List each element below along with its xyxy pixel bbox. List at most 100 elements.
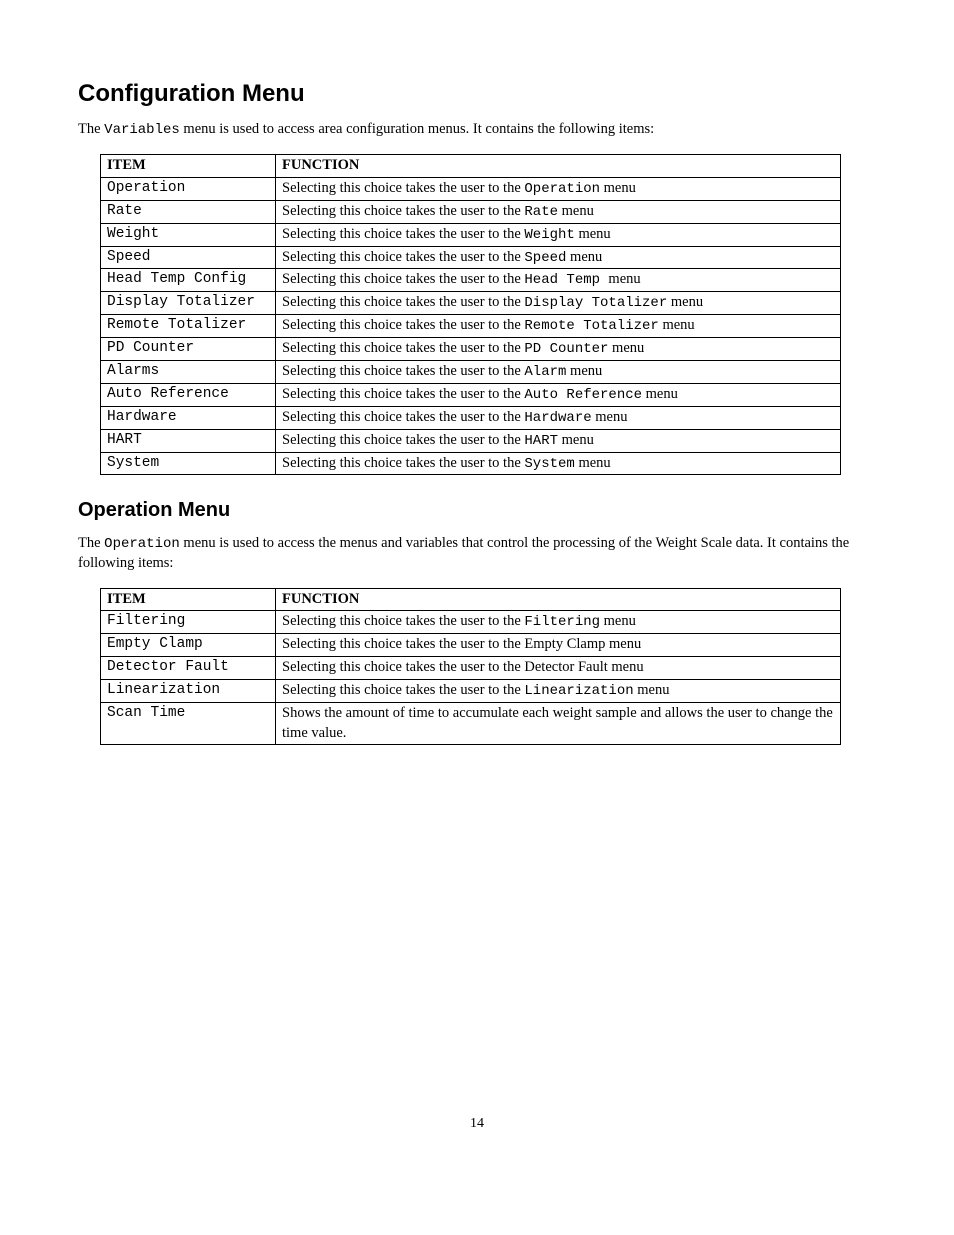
fn-text: menu <box>566 249 602 265</box>
col-item: ITEM <box>101 588 276 611</box>
item-cell: Filtering <box>101 611 276 634</box>
fn-mono: Auto Reference <box>524 387 642 403</box>
fn-mono: Rate <box>524 204 558 220</box>
configuration-menu-heading: Configuration Menu <box>78 78 876 110</box>
fn-text: Selecting this choice takes the user to … <box>282 180 524 196</box>
fn-text: Selecting this choice takes the user to … <box>282 317 524 333</box>
function-cell: Selecting this choice takes the user to … <box>276 383 841 406</box>
fn-text: Selecting this choice takes the user to … <box>282 203 524 219</box>
table-row: Remote TotalizerSelecting this choice ta… <box>101 315 841 338</box>
fn-mono: PD Counter <box>524 341 608 357</box>
fn-text: menu <box>659 317 695 333</box>
fn-text: Selecting this choice takes the user to … <box>282 294 524 310</box>
fn-text: menu <box>558 203 594 219</box>
fn-text: Selecting this choice takes the user to … <box>282 659 644 675</box>
table-row: Speed Selecting this choice takes the use… <box>101 246 841 269</box>
operation-menu-heading: Operation Menu <box>78 497 876 524</box>
table-row: Scan TimeShows the amount of time to acc… <box>101 703 841 745</box>
item-cell: Rate <box>101 200 276 223</box>
fn-text: Selecting this choice takes the user to … <box>282 226 524 242</box>
function-cell: Selecting this choice takes the user to … <box>276 246 841 269</box>
item-cell: HART <box>101 429 276 452</box>
function-cell: Selecting this choice takes the user to … <box>276 177 841 200</box>
item-cell: PD Counter <box>101 338 276 361</box>
table-header-row: ITEM FUNCTION <box>101 155 841 178</box>
fn-text: Selecting this choice takes the user to … <box>282 636 641 652</box>
operation-menu-table: ITEM FUNCTION FilteringSelecting this ch… <box>100 588 841 746</box>
fn-text: menu <box>575 455 611 471</box>
function-cell: Selecting this choice takes the user to … <box>276 680 841 703</box>
table-row: FilteringSelecting this choice takes the… <box>101 611 841 634</box>
fn-text: Selecting this choice takes the user to … <box>282 249 524 265</box>
col-function: FUNCTION <box>276 588 841 611</box>
table-row: LinearizationSelecting this choice takes… <box>101 680 841 703</box>
fn-text: menu <box>608 271 640 287</box>
fn-text: menu <box>642 386 678 402</box>
function-cell: Selecting this choice takes the user to … <box>276 406 841 429</box>
fn-text: Selecting this choice takes the user to … <box>282 340 524 356</box>
table-row: Head Temp Config Selecting this choice ta… <box>101 269 841 292</box>
item-cell: Head Temp Config <box>101 269 276 292</box>
col-item: ITEM <box>101 155 276 178</box>
fn-text: menu <box>558 432 594 448</box>
table-row: WeightSelecting this choice takes the us… <box>101 223 841 246</box>
table-row: OperationSelecting this choice takes the… <box>101 177 841 200</box>
table-row: PD CounterSelecting this choice takes th… <box>101 338 841 361</box>
table-row: HARTSelecting this choice takes the user… <box>101 429 841 452</box>
function-cell: Selecting this choice takes the user to … <box>276 292 841 315</box>
function-cell: Selecting this choice takes the user to … <box>276 223 841 246</box>
function-cell: Selecting this choice takes the user to … <box>276 657 841 680</box>
function-cell: Selecting this choice takes the user to … <box>276 360 841 383</box>
item-cell: Speed <box>101 246 276 269</box>
function-cell: Selecting this choice takes the user to … <box>276 452 841 475</box>
table-header-row: ITEM FUNCTION <box>101 588 841 611</box>
fn-mono: Remote Totalizer <box>524 318 658 334</box>
intro-mono: Operation <box>104 536 180 552</box>
item-cell: Weight <box>101 223 276 246</box>
item-cell: Hardware <box>101 406 276 429</box>
item-cell: System <box>101 452 276 475</box>
fn-text: Selecting this choice takes the user to … <box>282 271 524 287</box>
fn-text: menu <box>600 180 636 196</box>
fn-mono: HART <box>524 433 558 449</box>
intro-mono: Variables <box>104 122 180 138</box>
operation-menu-intro: The Operation menu is used to access the… <box>78 534 876 573</box>
function-cell: Selecting this choice takes the user to … <box>276 200 841 223</box>
table-row: Display TotalizerSelecting this choice t… <box>101 292 841 315</box>
item-cell: Alarms <box>101 360 276 383</box>
fn-mono: Operation <box>524 181 600 197</box>
intro-text: The <box>78 535 104 551</box>
table-row: AlarmsSelecting this choice takes the us… <box>101 360 841 383</box>
function-cell: Selecting this choice takes the user to … <box>276 338 841 361</box>
function-cell: Shows the amount of time to accumulate e… <box>276 703 841 745</box>
fn-text: menu <box>600 613 636 629</box>
item-cell: Empty Clamp <box>101 634 276 657</box>
fn-text: Shows the amount of time to accumulate e… <box>282 705 833 741</box>
item-cell: Scan Time <box>101 703 276 745</box>
intro-text: The <box>78 121 104 137</box>
function-cell: Selecting this choice takes the user to … <box>276 634 841 657</box>
item-cell: Detector Fault <box>101 657 276 680</box>
table-row: RateSelecting this choice takes the user… <box>101 200 841 223</box>
fn-text: Selecting this choice takes the user to … <box>282 455 524 471</box>
function-cell: Selecting this choice takes the user to … <box>276 611 841 634</box>
fn-mono: Alarm <box>524 364 566 380</box>
fn-mono: Hardware <box>524 410 591 426</box>
item-cell: Operation <box>101 177 276 200</box>
fn-text: menu <box>566 363 602 379</box>
fn-mono: System <box>524 456 574 472</box>
page-number: 14 <box>78 1115 876 1134</box>
fn-text: Selecting this choice takes the user to … <box>282 386 524 402</box>
fn-mono: Filtering <box>524 614 600 630</box>
table-row: SystemSelecting this choice takes the us… <box>101 452 841 475</box>
fn-mono: Weight <box>524 227 574 243</box>
table-row: Empty Clamp Selecting this choice takes t… <box>101 634 841 657</box>
function-cell: Selecting this choice takes the user to … <box>276 429 841 452</box>
configuration-menu-table: ITEM FUNCTION OperationSelecting this ch… <box>100 154 841 475</box>
table-row: Auto ReferenceSelecting this choice take… <box>101 383 841 406</box>
table-row: Detector Fault Selecting this choice take… <box>101 657 841 680</box>
fn-text: menu <box>592 409 628 425</box>
item-cell: Remote Totalizer <box>101 315 276 338</box>
configuration-menu-intro: The Variables menu is used to access are… <box>78 120 876 140</box>
item-cell: Auto Reference <box>101 383 276 406</box>
